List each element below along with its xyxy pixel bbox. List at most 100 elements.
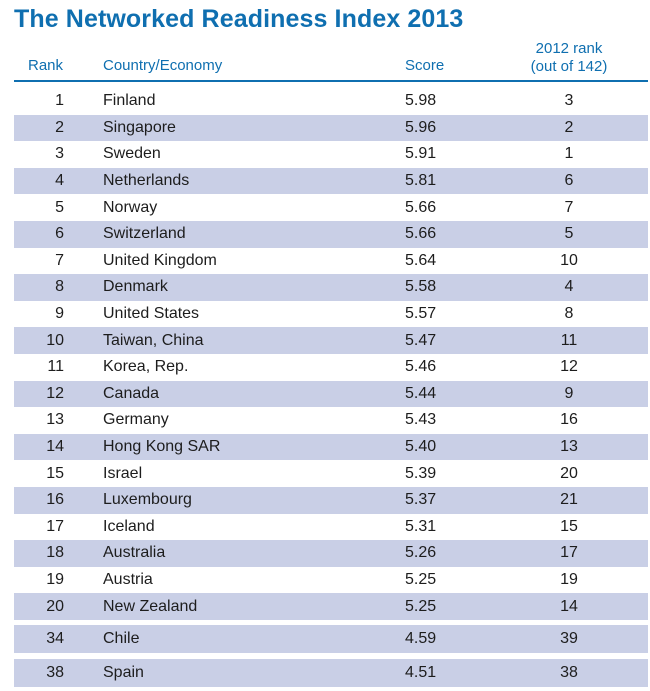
table-row: 14 Hong Kong SAR 5.40 13 — [14, 433, 648, 461]
table-header: Rank Country/Economy Score 2012 rank (ou… — [14, 36, 648, 82]
table-row: 2 Singapore 5.96 2 — [14, 114, 648, 142]
table-row: 19 Austria 5.25 19 — [14, 567, 648, 594]
country-cell: Germany — [103, 411, 169, 429]
rank-cell: 12 — [46, 384, 64, 402]
country-cell: Chile — [103, 629, 140, 647]
rank-cell: 1 — [55, 92, 64, 110]
score-cell: 5.25 — [405, 597, 437, 615]
table-row: 1 Finland 5.98 3 — [14, 88, 648, 115]
rank-cell: 18 — [46, 544, 64, 562]
rank-cell: 15 — [46, 464, 64, 482]
country-cell: Austria — [103, 570, 153, 588]
prev-rank-cell: 20 — [560, 464, 578, 482]
rank-cell: 7 — [55, 251, 64, 269]
prev-rank-cell: 8 — [564, 305, 574, 323]
score-cell: 5.46 — [405, 358, 437, 376]
score-cell: 5.91 — [405, 145, 437, 163]
table-row: 10 Taiwan, China 5.47 11 — [14, 327, 648, 354]
header-2012-rank-line2: (out of 142) — [530, 58, 608, 75]
header-2012-rank-line1: 2012 rank — [535, 40, 603, 57]
header-score: Score — [405, 57, 445, 74]
rank-cell: 3 — [55, 145, 64, 163]
score-cell: 5.57 — [405, 305, 437, 323]
ranking-table: 1 Finland 5.98 3 2 Singapore 5.96 2 3 Sw… — [14, 88, 648, 687]
prev-rank-cell: 17 — [560, 544, 578, 562]
table-row: 18 Australia 5.26 17 — [14, 540, 648, 567]
country-cell: Spain — [103, 663, 144, 681]
country-cell: New Zealand — [103, 597, 198, 615]
rank-cell: 2 — [55, 118, 64, 136]
rank-cell: 6 — [55, 225, 64, 243]
country-cell: United States — [103, 305, 200, 323]
score-cell: 5.58 — [405, 278, 437, 296]
score-cell: 5.98 — [405, 92, 437, 110]
score-cell: 4.59 — [405, 629, 437, 647]
score-cell: 5.31 — [405, 517, 437, 535]
country-cell: Hong Kong SAR — [103, 438, 221, 456]
score-cell: 5.26 — [405, 544, 437, 562]
prev-rank-cell: 14 — [560, 597, 578, 615]
country-cell: Netherlands — [103, 172, 190, 190]
score-cell: 5.66 — [405, 198, 437, 216]
page-title: The Networked Readiness Index 2013 — [14, 5, 464, 33]
rank-cell: 9 — [55, 305, 64, 323]
country-cell: Singapore — [103, 118, 176, 136]
prev-rank-cell: 16 — [560, 411, 578, 429]
header-country: Country/Economy — [103, 57, 223, 74]
table-row: 20 New Zealand 5.25 14 — [14, 593, 648, 620]
score-cell: 5.66 — [405, 225, 437, 243]
score-cell: 5.81 — [405, 172, 437, 190]
score-cell: 5.44 — [405, 384, 437, 402]
table-row: 6 Switzerland 5.66 5 — [14, 220, 648, 248]
score-cell: 5.39 — [405, 464, 437, 482]
rank-cell: 34 — [46, 629, 64, 647]
rank-cell: 11 — [47, 358, 64, 376]
table-row: 8 Denmark 5.58 4 — [14, 274, 648, 301]
rank-cell: 16 — [46, 491, 64, 509]
rank-cell: 19 — [46, 570, 64, 588]
score-cell: 5.25 — [405, 570, 437, 588]
country-cell: Korea, Rep. — [103, 358, 189, 376]
country-cell: Luxembourg — [103, 491, 192, 509]
prev-rank-cell: 3 — [564, 92, 574, 110]
table-row: 12 Canada 5.44 9 — [14, 380, 648, 408]
prev-rank-cell: 1 — [564, 145, 574, 163]
country-cell: Sweden — [103, 145, 161, 163]
prev-rank-cell: 38 — [560, 663, 578, 681]
table-row: 9 United States 5.57 8 — [14, 301, 648, 328]
country-cell: Switzerland — [103, 225, 186, 243]
table-row: 16 Luxembourg 5.37 21 — [14, 486, 648, 514]
rank-cell: 17 — [46, 517, 64, 535]
prev-rank-cell: 12 — [560, 358, 578, 376]
country-cell: Iceland — [103, 517, 155, 535]
rank-cell: 10 — [46, 331, 64, 349]
table-row: 13 Germany 5.43 16 — [14, 407, 648, 434]
country-cell: United Kingdom — [103, 251, 217, 269]
prev-rank-cell: 5 — [564, 225, 574, 243]
table-row: 7 United Kingdom 5.64 10 — [14, 248, 648, 275]
rank-cell: 5 — [55, 198, 64, 216]
table-row: 17 Iceland 5.31 15 — [14, 514, 648, 541]
prev-rank-cell: 9 — [564, 384, 574, 402]
table-row: 11 Korea, Rep. 5.46 12 — [14, 354, 648, 381]
country-cell: Israel — [103, 464, 143, 482]
rank-cell: 4 — [55, 172, 64, 190]
prev-rank-cell: 11 — [560, 331, 578, 349]
table-row: 3 Sweden 5.91 1 — [14, 141, 648, 168]
prev-rank-cell: 13 — [560, 438, 578, 456]
rank-cell: 14 — [46, 438, 64, 456]
table-row: 34 Chile 4.59 39 — [14, 623, 648, 653]
prev-rank-cell: 10 — [560, 251, 578, 269]
prev-rank-cell: 19 — [560, 570, 578, 588]
prev-rank-cell: 39 — [560, 629, 578, 647]
country-cell: Finland — [103, 92, 156, 110]
score-cell: 5.37 — [405, 491, 437, 509]
header-2012-rank: 2012 rank (out of 142) — [518, 40, 620, 76]
header-rank: Rank — [28, 57, 64, 74]
score-cell: 5.64 — [405, 251, 437, 269]
score-cell: 5.40 — [405, 438, 437, 456]
country-cell: Taiwan, China — [103, 331, 204, 349]
score-cell: 4.51 — [405, 663, 437, 681]
prev-rank-cell: 15 — [560, 517, 578, 535]
